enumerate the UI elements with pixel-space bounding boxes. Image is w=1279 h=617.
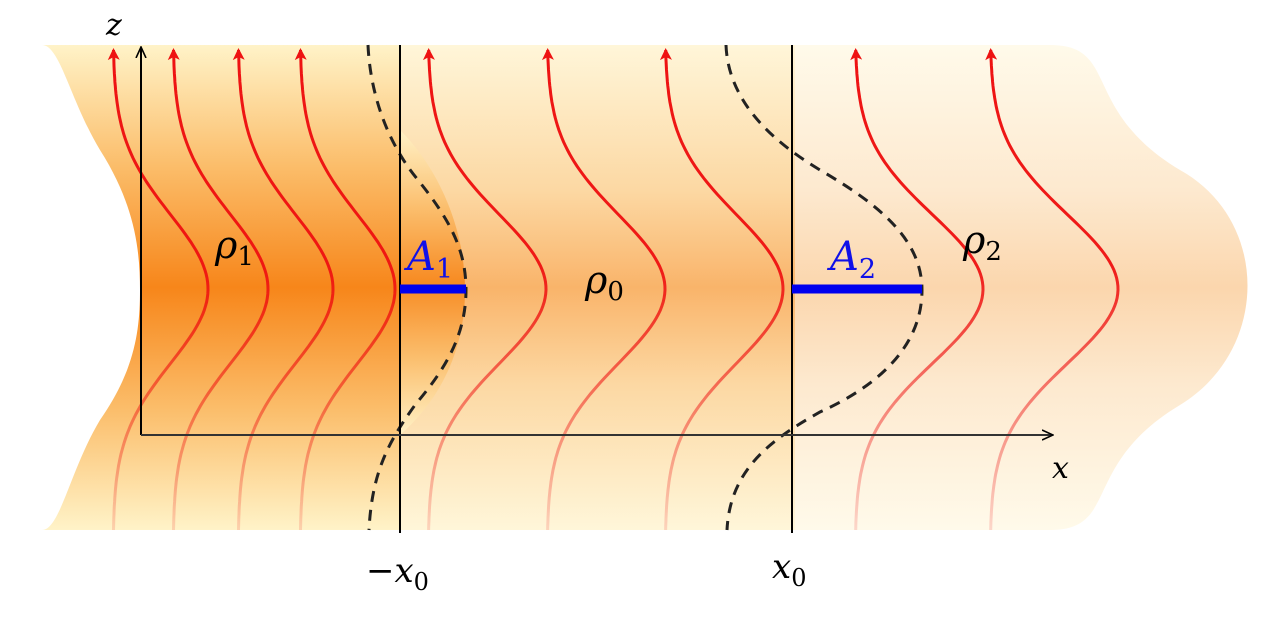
a1-label: A1 <box>403 234 453 285</box>
rho0-label: ρ0 <box>584 258 624 307</box>
rho2-label: ρ2 <box>962 218 1002 267</box>
field-line-6 <box>541 48 667 531</box>
a2-symbol: A <box>826 234 859 280</box>
rho1-symbol: ρ <box>214 223 238 267</box>
field-lines <box>107 48 1120 531</box>
field-line-8 <box>850 48 985 531</box>
a2-label: A2 <box>826 234 876 285</box>
tick-label-neg-x0: −x0 <box>366 551 429 596</box>
a1-sub: 1 <box>436 254 453 285</box>
rho0-symbol: ρ <box>584 258 608 302</box>
rho2-symbol: ρ <box>962 218 986 262</box>
tick-neg-x0-sub: 0 <box>414 568 429 596</box>
a2-sub: 2 <box>859 254 876 285</box>
tick-pos-x0-main: x <box>772 547 791 587</box>
field-line-7 <box>659 48 785 531</box>
field-line-3 <box>232 48 335 531</box>
rho0-sub: 0 <box>607 277 624 307</box>
tick-pos-x0-sub: 0 <box>791 564 806 592</box>
region-bump-left <box>400 130 465 435</box>
field-line-1 <box>107 48 210 531</box>
field-line-4 <box>294 48 397 531</box>
rho1-label: ρ1 <box>214 223 254 272</box>
region-rho1-shape <box>42 45 400 530</box>
labels: z x ρ1 ρ0 ρ2 A1 A2 −x0 x0 <box>105 8 1069 596</box>
z-axis-label: z <box>105 8 122 43</box>
x-axis-label: x <box>1052 451 1069 486</box>
field-line-5 <box>422 48 548 531</box>
rho2-sub: 2 <box>985 237 1002 267</box>
rho1-sub: 1 <box>237 242 254 272</box>
a1-symbol: A <box>403 234 436 280</box>
tick-label-pos-x0: x0 <box>772 547 806 592</box>
region-rho2-shape <box>780 45 1248 530</box>
tick-neg-x0-main: −x <box>366 551 414 591</box>
field-line-9 <box>985 48 1120 531</box>
field-line-2 <box>167 48 270 531</box>
